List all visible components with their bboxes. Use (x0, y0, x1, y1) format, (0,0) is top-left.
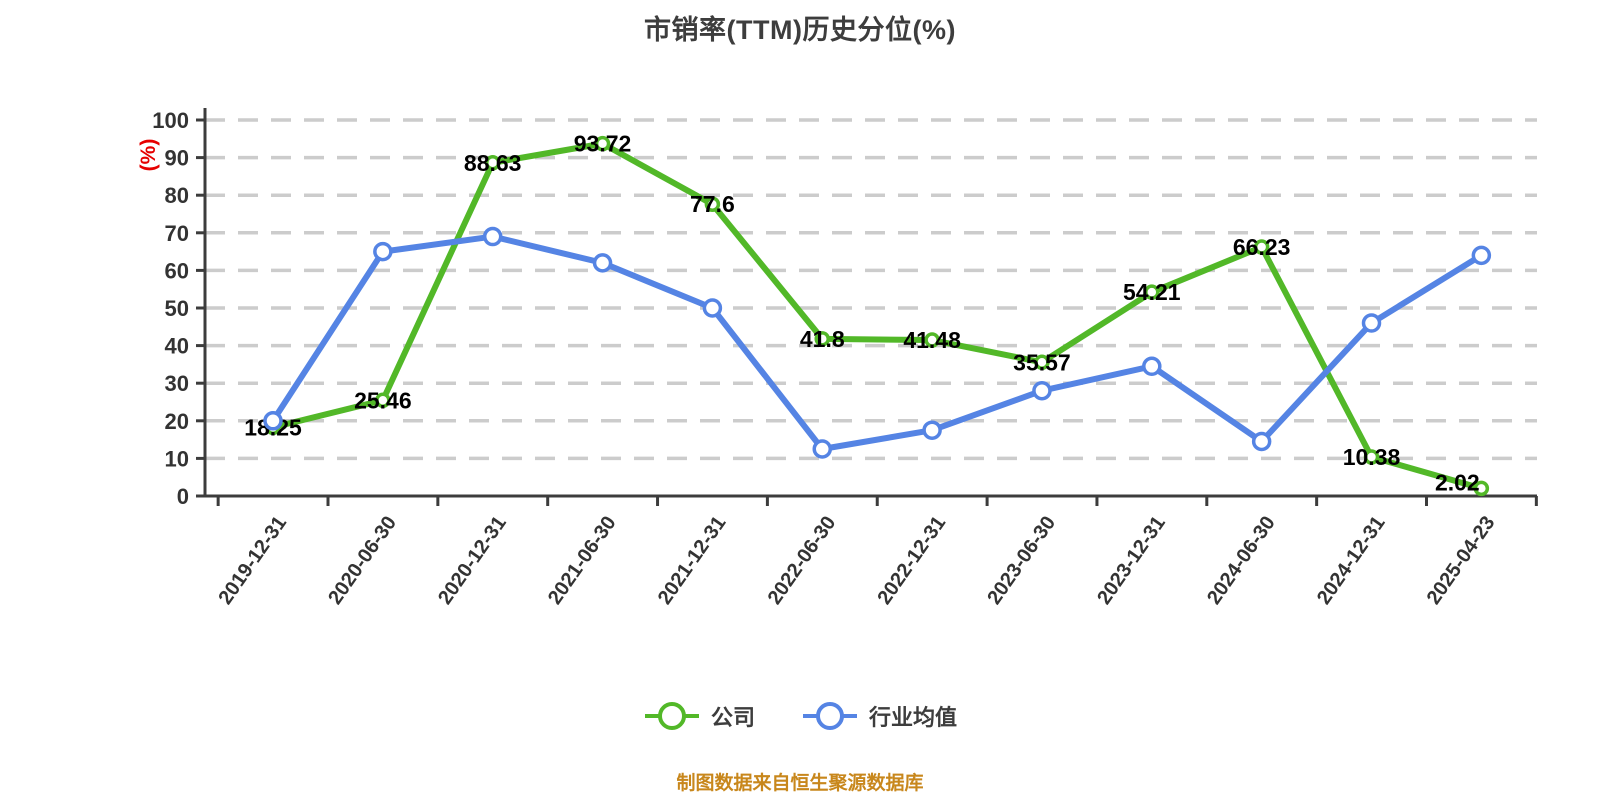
y-axis-tick-label: 40 (165, 334, 189, 359)
data-point-label: 10.38 (1343, 444, 1401, 470)
chart-title: 市销率(TTM)历史分位(%) (644, 15, 956, 45)
y-axis-tick-label: 90 (165, 146, 189, 171)
data-point-marker (924, 332, 940, 348)
legend-marker-icon (803, 702, 857, 730)
data-point-label: 93.72 (574, 131, 632, 157)
data-point-marker (263, 411, 283, 431)
legend-item-company[interactable]: 公司 (643, 700, 755, 732)
y-axis-tick-label: 10 (165, 446, 189, 471)
data-point-label: 88.63 (464, 150, 522, 176)
x-axis-label: 2024-06-30 (1203, 512, 1280, 608)
data-point-label: 66.23 (1233, 234, 1291, 260)
y-axis-tick-label: 60 (165, 258, 189, 283)
y-axis-tick-label: 50 (165, 296, 189, 321)
y-axis-unit-label: (%) (137, 139, 160, 172)
x-axis-label: 2023-06-30 (983, 512, 1060, 608)
data-point-marker (594, 135, 611, 152)
data-point-label: 25.46 (354, 387, 412, 413)
data-point-marker (812, 439, 832, 459)
data-source-note: 制图数据来自恒生聚源数据库 (676, 773, 924, 794)
data-point-marker (1032, 380, 1052, 401)
x-axis-label: 2019-12-31 (214, 512, 291, 608)
y-axis-tick-label: 20 (165, 409, 189, 434)
x-axis-label: 2024-12-31 (1313, 512, 1390, 608)
data-point-marker (482, 226, 503, 247)
data-point-label: 41.48 (903, 327, 961, 353)
data-point-marker (922, 420, 942, 440)
series-line-industry (270, 233, 1485, 452)
data-point-marker (1363, 449, 1380, 465)
data-point-marker (1034, 354, 1050, 371)
data-point-marker (592, 253, 613, 273)
data-point-label: 2.02 (1435, 469, 1480, 495)
y-axis-tick-label: 100 (152, 108, 189, 133)
x-axis-label: 2021-12-31 (654, 512, 731, 608)
data-point-marker (702, 298, 723, 318)
data-point-marker (1361, 313, 1382, 333)
y-axis-tick-label: 30 (165, 371, 189, 396)
data-point-marker (373, 241, 393, 262)
data-point-label: 77.6 (690, 191, 735, 217)
data-point-marker (1144, 284, 1160, 300)
data-point-marker (1471, 245, 1492, 266)
x-axis-label: 2022-06-30 (764, 512, 841, 608)
data-point-label: 54.21 (1123, 279, 1181, 305)
x-axis-label: 2020-12-31 (434, 512, 511, 608)
data-point-marker (375, 392, 391, 409)
data-point-marker (1251, 431, 1272, 452)
x-axis-label: 2025-04-23 (1423, 512, 1500, 608)
data-point-marker (1473, 480, 1490, 497)
chart-legend: 公司 行业均值 (0, 700, 1600, 732)
y-axis-tick-label: 0 (177, 484, 189, 509)
x-axis-label: 2020-06-30 (324, 512, 401, 608)
data-point-marker (1253, 239, 1270, 255)
data-point-label: 41.8 (800, 326, 845, 352)
data-point-marker (1142, 356, 1162, 377)
data-point-marker (814, 331, 830, 347)
x-axis-label: 2022-12-31 (873, 512, 950, 608)
data-point-marker (704, 196, 721, 212)
y-axis-tick-label: 70 (165, 221, 189, 246)
y-axis-tick-label: 80 (165, 183, 189, 208)
x-axis-label: 2023-12-31 (1093, 512, 1170, 608)
legend-label: 公司 (710, 705, 755, 730)
legend-label: 行业均值 (869, 705, 958, 730)
x-axis-label: 2021-06-30 (544, 512, 621, 608)
data-point-marker (484, 155, 501, 171)
legend-marker-icon (644, 702, 699, 730)
legend-item-industry[interactable]: 行业均值 (801, 700, 957, 732)
series-line-company (270, 140, 1485, 492)
data-point-label: 35.57 (1013, 349, 1071, 375)
